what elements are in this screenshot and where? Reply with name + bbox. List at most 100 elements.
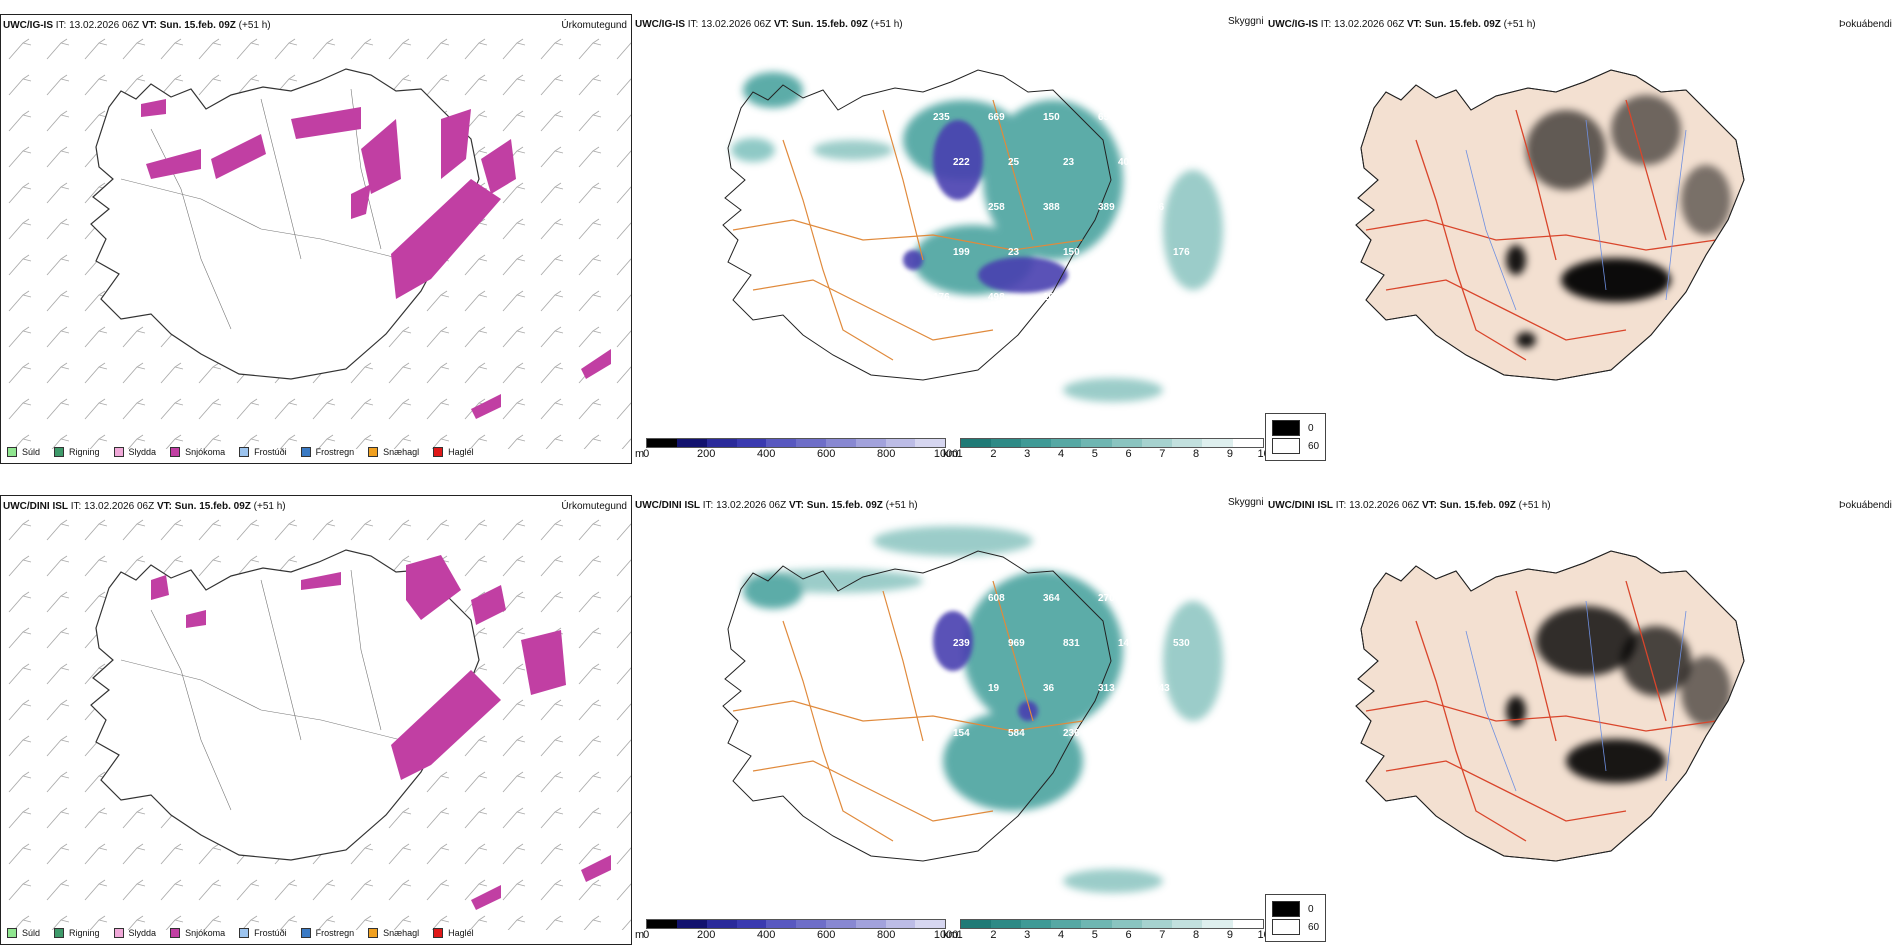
legend-item-frostregn: Frostregn: [300, 447, 354, 457]
model-name: UWC/IG-IS: [635, 19, 685, 30]
precip-panel-row1: UWC/IG-IS IT: 13.02.2026 06Z VT: Sun. 15…: [0, 14, 632, 464]
ceiling-cell: [825, 439, 856, 447]
fog-areas: [1506, 606, 1731, 783]
ceiling-value-label: 243: [1153, 683, 1170, 694]
legend-swatch: [368, 447, 379, 457]
fog-map: [1355, 550, 1745, 862]
precip-legend: Súld Rigning Slydda Snjókoma Frostúði Fr…: [7, 447, 474, 457]
visibility-unit: km: [943, 929, 958, 941]
rivers: [1465, 119, 1687, 311]
visibility-cell: [1051, 920, 1082, 928]
visibility-cell: [1111, 439, 1142, 447]
legend-swatch: [7, 928, 17, 938]
ceiling-value-label: 57: [1153, 593, 1165, 604]
ceiling-value-label: 307: [1173, 157, 1190, 168]
low-ceiling-areas: [933, 611, 1038, 721]
visibility-tick: 9: [1226, 929, 1233, 941]
ceiling-value-label: 131: [1118, 247, 1135, 258]
ceiling-tick: 1000: [933, 448, 959, 460]
ceiling-value-label: 202: [933, 683, 950, 694]
precip-map: [1, 510, 631, 930]
visibility-cell: [960, 439, 991, 447]
vt-value: Sun. 15.feb. 09Z: [159, 20, 236, 31]
ceiling-cell: [915, 439, 946, 447]
legend-swatch: [239, 447, 250, 457]
it-value: 13.02.2026 06Z: [701, 19, 772, 30]
visibility-cell: [1202, 439, 1233, 447]
legend-item-frostudi: Frostúði: [239, 928, 287, 938]
ceiling-value-label: 680: [933, 202, 950, 213]
ceiling-value-label: 313: [1098, 683, 1115, 694]
precip-legend: Súld Rigning Slydda Snjókoma Frostúði Fr…: [7, 928, 474, 938]
ceiling-cell: [647, 920, 677, 928]
panel-title: Skyggni: [1228, 16, 1264, 27]
ceiling-value-label: 530: [1173, 638, 1190, 649]
ceiling-value-label: 969: [1008, 638, 1025, 649]
ceiling-value-label: 388: [1043, 202, 1060, 213]
visibility-cell: [990, 439, 1022, 447]
visibility-tick: 9: [1226, 448, 1233, 460]
vt-label: VT:: [156, 501, 172, 512]
ceiling-value-label: 498: [988, 292, 1005, 303]
ceiling-value-label: 131: [1153, 112, 1170, 123]
legend-swatch: [433, 447, 444, 457]
ceiling-value-label: 239: [953, 638, 970, 649]
ceiling-cell: [766, 439, 797, 447]
it-label: IT:: [687, 19, 699, 30]
precip-map: [1, 29, 631, 449]
legend-swatch: [368, 928, 379, 938]
visibility-cell: [1021, 920, 1052, 928]
legend-swatch: [239, 928, 250, 938]
precip-panel-row2: UWC/DINI ISL IT: 13.02.2026 06Z VT: Sun.…: [0, 495, 632, 945]
ceiling-tick: 600: [816, 929, 836, 941]
lead-time: (+51 h): [253, 501, 286, 512]
legend-item-frostudi: Frostúði: [239, 447, 287, 457]
panel-header: UWC/DINI ISL IT: 13.02.2026 06Z VT: Sun.…: [1268, 500, 1551, 511]
cloud-map: 552 608 364 270 57 239 969 831 14 530 202 19 36 313 24…: [722, 526, 1223, 893]
vt-label: VT:: [788, 500, 804, 511]
ceiling-unit: m: [635, 929, 645, 941]
roads: [732, 99, 1084, 361]
vt-label: VT:: [773, 19, 789, 30]
legend-item-snjokoma: Snjókoma: [170, 928, 225, 938]
ceiling-cell: [885, 439, 916, 447]
visibility-cell: [1172, 920, 1203, 928]
roads: [1365, 580, 1717, 842]
legend-item-snjokoma: Snjókoma: [170, 447, 225, 457]
ceiling-tick: 0: [643, 929, 650, 941]
legend-item-snaehagl: Snæhagl: [368, 447, 419, 457]
roads: [732, 580, 1084, 842]
vt-label: VT:: [1421, 500, 1437, 511]
visibility-tick: 8: [1193, 448, 1200, 460]
ceiling-value-label: 584: [1008, 728, 1025, 739]
panel-header: UWC/IG-IS IT: 13.02.2026 06Z VT: Sun. 15…: [635, 19, 903, 30]
ceiling-tick: 400: [756, 448, 776, 460]
model-name: UWC/IG-IS: [3, 20, 53, 31]
visibility-cell: [1232, 439, 1263, 447]
cloud-map: 235 669 150 655 131 222 25 23 403 307 680 258 388 389…: [722, 69, 1223, 402]
legend-swatch: [170, 447, 181, 457]
panel-header: UWC/DINI ISL IT: 13.02.2026 06Z VT: Sun.…: [635, 500, 918, 511]
vt-value: Sun. 15.feb. 09Z: [174, 501, 251, 512]
ceiling-cell: [766, 920, 797, 928]
ceiling-value-label: 655: [1098, 112, 1115, 123]
ceiling-value-label: 154: [953, 728, 970, 739]
ceiling-cell: [796, 920, 826, 928]
fog-legend-row2: 0 60: [1265, 894, 1327, 942]
ceiling-cell: [885, 920, 916, 928]
lead-time: (+51 h): [1518, 500, 1551, 511]
it-label: IT:: [70, 501, 82, 512]
panel-title: Þokuábendi: [1839, 19, 1892, 30]
ceiling-value-label: 608: [988, 593, 1005, 604]
ceiling-tick: 400: [756, 929, 776, 941]
legend-item-sudl: Súld: [7, 928, 40, 938]
visibility-tick: 7: [1159, 448, 1166, 460]
snow-areas: [151, 555, 611, 910]
ceiling-value-label: 552: [933, 593, 950, 604]
fog-map: [1355, 69, 1745, 381]
ceiling-value-label: 258: [988, 202, 1005, 213]
it-value: 13.02.2026 06Z: [1334, 19, 1405, 30]
legend-item-frostregn: Frostregn: [300, 928, 354, 938]
ceiling-value-label: 403: [1118, 157, 1135, 168]
it-label: IT:: [1320, 19, 1332, 30]
